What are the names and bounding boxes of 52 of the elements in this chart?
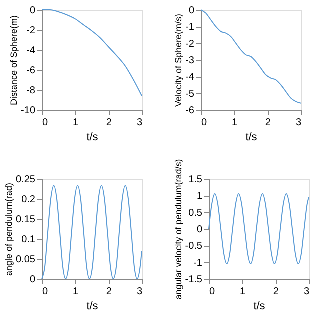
x-tick-label: 1	[232, 118, 238, 128]
x-tick-label: 2	[106, 118, 112, 128]
y-tick-label: -8	[26, 86, 36, 96]
y-tick-label: -4	[186, 72, 195, 84]
x-tick-label: 3	[296, 118, 302, 128]
line-series	[208, 194, 310, 264]
x-tick-label: 2	[265, 118, 272, 128]
y-tick-label: -2	[186, 38, 195, 50]
y-axis-title: angular velocity of pendulum(rad/s)	[173, 159, 184, 300]
y-tick-label: 0	[30, 6, 36, 16]
x-tick-label: 0	[42, 118, 48, 128]
x-tick-label: 2	[106, 286, 112, 298]
y-tick-label: -5	[186, 88, 195, 100]
x-axis-title: t/s	[86, 300, 99, 312]
line-series	[42, 10, 142, 96]
y-tick-label: 0.15	[16, 214, 36, 226]
y-tick-label: 0.25	[16, 174, 36, 186]
x-tick-label: 1	[73, 286, 80, 298]
y-tick-label: -1	[194, 258, 203, 269]
y-tick-label: 1	[196, 191, 203, 202]
y-axis-title: Velocity of Sphere(m/s)	[174, 14, 184, 108]
y-tick-label: -3	[186, 56, 195, 66]
y-tick-label: -2	[26, 26, 36, 36]
y-tick-label: -10	[21, 106, 36, 116]
x-tick-label: 0	[42, 286, 48, 298]
x-tick-label: 1	[240, 286, 246, 298]
y-tick-label: -4	[26, 46, 36, 56]
x-axis-title: t/s	[254, 300, 266, 312]
y-tick-label: -0.5	[185, 241, 203, 252]
x-axis-title: t/s	[86, 132, 99, 144]
x-tick-label: 3	[136, 286, 143, 298]
y-axis-title: angle of pendulum(rad)	[4, 182, 14, 276]
y-tick-label: 0.5	[188, 208, 203, 219]
x-tick-label: 0	[210, 286, 216, 298]
x-axis-title: t/s	[246, 132, 258, 144]
y-tick-label: 0.1	[22, 234, 36, 246]
x-tick-label: 3	[136, 118, 143, 128]
y-tick-label: 0	[196, 224, 203, 236]
y-tick-label: -6	[186, 106, 195, 116]
y-tick-label: 0.05	[16, 254, 36, 266]
y-tick-label: -1.5	[185, 274, 203, 286]
y-tick-label: -1	[186, 22, 195, 34]
x-tick-label: 1	[73, 118, 80, 128]
y-axis-title: Distance of Sphere(m)	[9, 15, 20, 106]
x-tick-label: 3	[304, 286, 310, 298]
y-tick-label: -6	[26, 66, 36, 76]
y-tick-label: 0.2	[22, 194, 36, 206]
y-tick-label: 0	[188, 6, 195, 16]
y-tick-label: 1.5	[188, 174, 203, 186]
y-tick-label: 0	[30, 274, 36, 286]
x-tick-label: 2	[273, 286, 280, 298]
line-series	[200, 10, 302, 104]
